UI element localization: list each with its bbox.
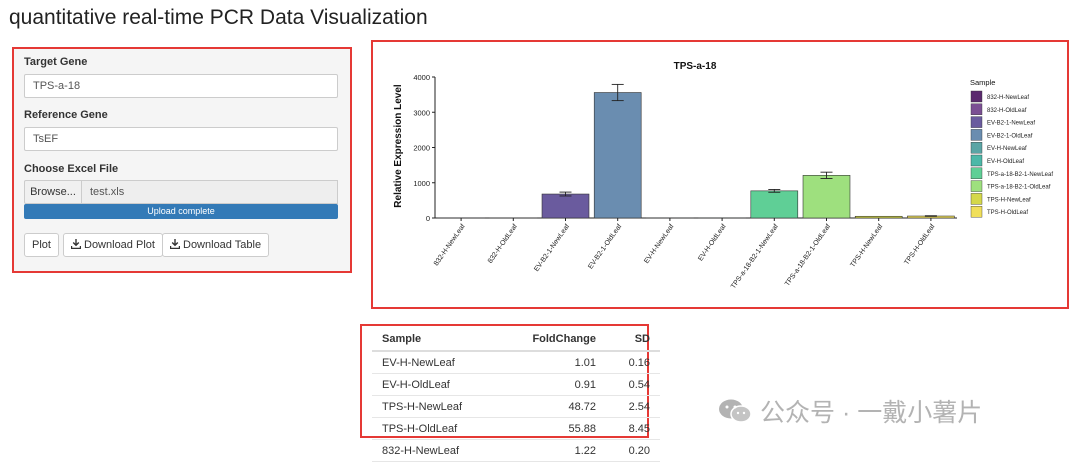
legend-label: EV-B2-1-NewLeaf	[987, 121, 1035, 127]
y-tick-label: 2000	[413, 144, 430, 153]
cell-sample: TPS-H-NewLeaf	[372, 396, 500, 418]
download-plot-button[interactable]: Download Plot	[63, 233, 163, 257]
plot-button[interactable]: Plot	[24, 233, 59, 257]
bar	[751, 191, 798, 218]
cell-foldchange: 1.22	[500, 440, 606, 462]
y-tick-label: 4000	[413, 73, 430, 82]
target-gene-input[interactable]	[24, 74, 338, 98]
legend-swatch	[971, 91, 982, 102]
bar-chart: TPS-a-18 Relative Expression Level 0 1000…	[373, 42, 1067, 307]
download-icon	[170, 239, 180, 252]
browse-button[interactable]: Browse...	[24, 180, 82, 204]
y-tick-label: 0	[426, 214, 430, 223]
x-tick-label: 832-H-NewLeaf	[433, 223, 467, 267]
col-header-sd[interactable]: SD	[606, 327, 660, 351]
cell-sd: 0.54	[606, 374, 660, 396]
legend-label: 832-H-OldLeaf	[987, 108, 1027, 114]
legend-label: TPS-a-18-B2-1-NewLeaf	[987, 172, 1053, 178]
table-header-row: Sample FoldChange SD	[372, 327, 660, 351]
wechat-icon	[718, 398, 752, 424]
reference-gene-input[interactable]	[24, 127, 338, 151]
legend-label: TPS-H-NewLeaf	[987, 197, 1031, 203]
download-table-label: Download Table	[183, 239, 261, 251]
legend-label: EV-B2-1-OldLeaf	[987, 133, 1033, 139]
cell-sample: 832-H-NewLeaf	[372, 440, 500, 462]
legend-swatch	[971, 193, 982, 204]
download-table-button[interactable]: Download Table	[162, 233, 269, 257]
x-tick-label: EV-B2-1-OldLeaf	[587, 223, 623, 270]
cell-foldchange: 55.88	[500, 418, 606, 440]
bar	[855, 216, 902, 218]
legend-swatch	[971, 155, 982, 166]
cell-sd: 0.16	[606, 351, 660, 374]
bar	[542, 194, 589, 218]
legend-swatch	[971, 181, 982, 192]
x-tick-label: 832-H-OldLeaf	[487, 223, 519, 265]
legend-swatch	[971, 206, 982, 217]
cell-foldchange: 1.01	[500, 351, 606, 374]
cell-sd: 8.45	[606, 418, 660, 440]
plot-button-label: Plot	[32, 239, 51, 251]
col-header-sample[interactable]: Sample	[372, 327, 500, 351]
cell-sample: EV-H-NewLeaf	[372, 351, 500, 374]
legend-swatch	[971, 104, 982, 115]
legend-title: Sample	[970, 78, 995, 87]
cell-foldchange: 0.91	[500, 374, 606, 396]
watermark-text: 公众号 · 一戴小薯片	[760, 393, 982, 429]
target-gene-label: Target Gene	[24, 56, 87, 68]
cell-sample: EV-H-OldLeaf	[372, 374, 500, 396]
download-plot-label: Download Plot	[84, 239, 155, 251]
cell-sd: 0.20	[606, 440, 660, 462]
y-tick-label: 3000	[413, 108, 430, 117]
cell-foldchange: 48.72	[500, 396, 606, 418]
x-tick-label: EV-H-NewLeaf	[643, 223, 675, 265]
page-title: quantitative real-time PCR Data Visualiz…	[9, 6, 428, 30]
legend-swatch	[971, 117, 982, 128]
upload-progress-bar: Upload complete	[24, 204, 338, 219]
x-tick-label: TPS-H-OldLeaf	[903, 223, 936, 266]
x-tick-label: TPS-a-18-B2-1-OldLeaf	[784, 223, 832, 288]
input-panel: Target Gene Reference Gene Choose Excel …	[12, 47, 352, 273]
watermark: 公众号 · 一戴小薯片	[718, 393, 982, 429]
file-label: Choose Excel File	[24, 163, 118, 175]
x-tick-label: EV-H-OldLeaf	[697, 223, 728, 262]
legend-label: EV-H-NewLeaf	[987, 146, 1027, 152]
x-tick-label: TPS-H-NewLeaf	[849, 223, 884, 269]
cell-sample: TPS-H-OldLeaf	[372, 418, 500, 440]
legend-swatch	[971, 129, 982, 140]
col-header-foldchange[interactable]: FoldChange	[500, 327, 606, 351]
legend-swatch	[971, 142, 982, 153]
cell-sd: 2.54	[606, 396, 660, 418]
bar	[594, 93, 641, 218]
chart-panel: TPS-a-18 Relative Expression Level 0 1000…	[371, 40, 1069, 309]
legend-swatch	[971, 168, 982, 179]
download-icon	[71, 239, 81, 252]
bar	[803, 175, 850, 218]
legend-label: EV-H-OldLeaf	[987, 159, 1024, 165]
legend-label: TPS-a-18-B2-1-OldLeaf	[987, 185, 1051, 191]
y-tick-label: 1000	[413, 179, 430, 188]
legend-label: TPS-H-OldLeaf	[987, 210, 1028, 216]
x-tick-label: TPS-a-18-B2-1-NewLeaf	[730, 223, 780, 290]
file-picker: Browse... test.xls	[24, 180, 338, 204]
chart-title: TPS-a-18	[674, 61, 717, 72]
file-name-field: test.xls	[82, 180, 338, 204]
y-axis-label: Relative Expression Level	[393, 84, 404, 208]
reference-gene-label: Reference Gene	[24, 109, 108, 121]
legend-label: 832-H-NewLeaf	[987, 95, 1029, 101]
x-tick-label: EV-B2-1-NewLeaf	[533, 223, 571, 273]
